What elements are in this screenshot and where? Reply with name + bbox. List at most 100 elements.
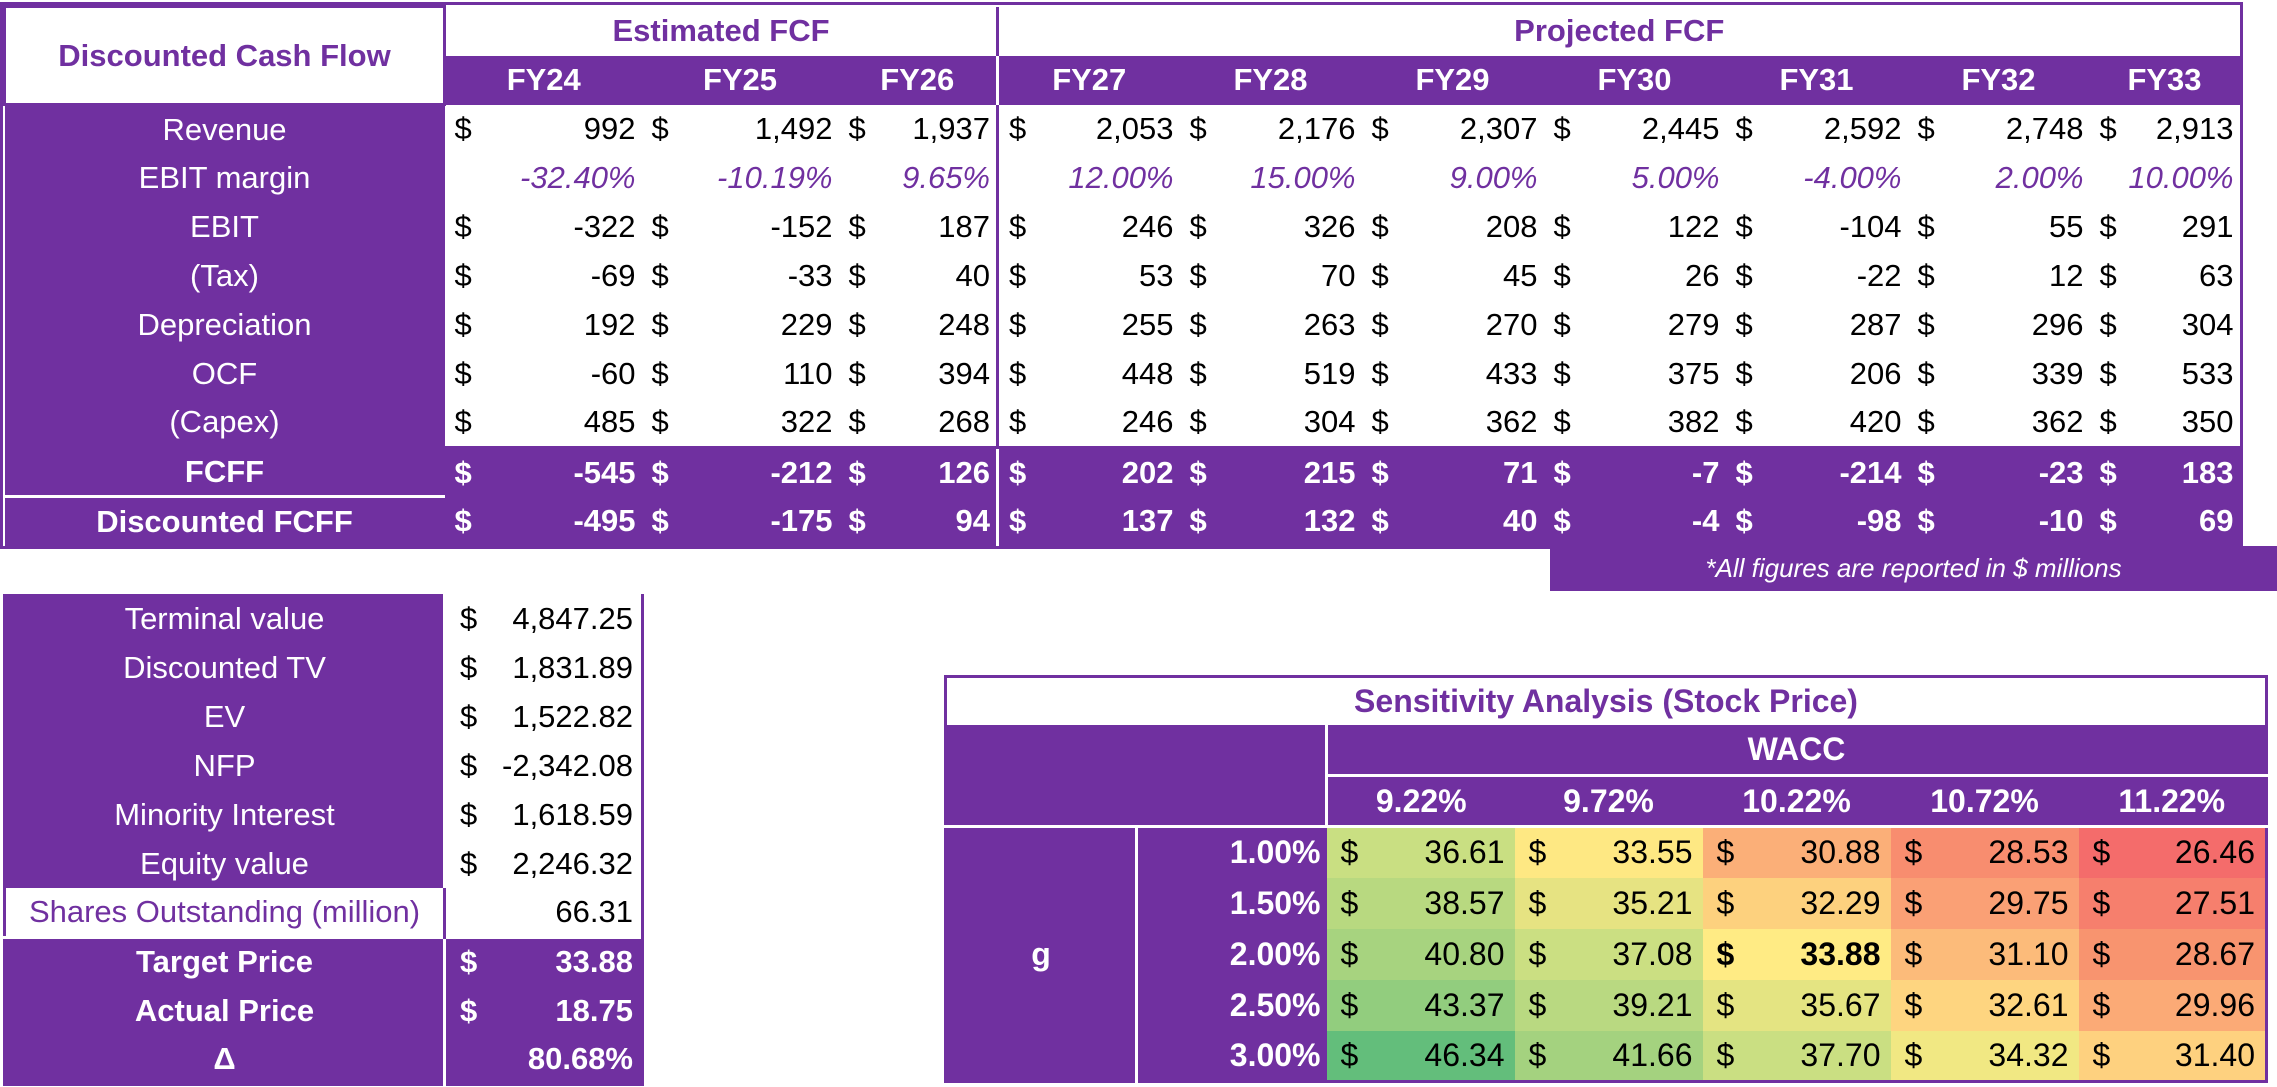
sensitivity-cell: $33.55 — [1514, 825, 1703, 878]
sensitivity-cell: $33.88 — [1702, 928, 1891, 980]
price-value: 29.75 — [1988, 884, 2069, 921]
cell-value: 287 — [1849, 307, 1902, 342]
valuation-label: Actual Price — [4, 986, 446, 1035]
cell-value: 122 — [1667, 209, 1720, 244]
valuation-label: Equity value — [4, 839, 446, 888]
currency-sign: $ — [460, 944, 478, 980]
currency-sign: $ — [1904, 986, 1923, 1023]
currency-sign: $ — [1371, 111, 1389, 146]
wacc-header-2: 10.22% — [1702, 774, 1891, 827]
valuation-label: Minority Interest — [4, 790, 446, 839]
cell-value: 70 — [1321, 258, 1356, 293]
sensitivity-cell: $35.67 — [1702, 979, 1891, 1031]
dcf-row-depreciation: Depreciation $192 $229 $248 $255 $263 $270 $279… — [4, 300, 2240, 350]
valuation-number: 4,847.25 — [512, 600, 633, 636]
row-label: Depreciation — [4, 300, 445, 350]
cell-value: 187 — [938, 209, 990, 244]
price-value: 26.46 — [2174, 834, 2255, 871]
currency-sign: $ — [1528, 884, 1547, 921]
currency-sign: $ — [454, 356, 472, 391]
sensitivity-corner — [945, 724, 1328, 827]
pct-value: 12.00% — [996, 153, 1180, 203]
currency-sign: $ — [1340, 986, 1359, 1023]
currency-sign: $ — [1553, 356, 1571, 391]
currency-sign: $ — [1189, 356, 1207, 391]
price-value: 29.96 — [2174, 986, 2255, 1023]
currency-sign: $ — [1371, 404, 1389, 440]
valuation-number: 66.31 — [555, 893, 633, 929]
currency-sign: $ — [1917, 258, 1935, 293]
dcf-row-ocf: OCF $ -60 $110 $394 $448 $519 $433 $375 $206 $339 $… — [4, 349, 2240, 399]
currency-sign: $ — [460, 796, 478, 832]
cell-value: 394 — [938, 356, 990, 391]
row-label: EBIT — [4, 202, 445, 252]
cell-value: 126 — [882, 446, 998, 497]
valuation-value: 80.68% — [444, 1035, 644, 1084]
price-value: 39.21 — [1612, 986, 1693, 1023]
cell-value: -23 — [1951, 446, 2090, 497]
row-label: FCFF — [4, 446, 445, 497]
g-rate: 1.00% — [1136, 825, 1327, 878]
sensitivity-cell: $46.34 — [1326, 1030, 1515, 1082]
currency-sign: $ — [1735, 111, 1753, 146]
valuation-row-2: EV $1,522.82 — [4, 692, 644, 741]
sensitivity-cell: $37.08 — [1514, 928, 1703, 980]
currency-sign: $ — [2092, 1036, 2111, 1073]
currency-sign: $ — [848, 111, 866, 146]
currency-sign: $ — [460, 845, 478, 881]
sensitivity-cell: $32.61 — [1890, 979, 2079, 1031]
g-rate: 2.00% — [1136, 928, 1327, 980]
cell-value: 229 — [780, 307, 833, 342]
cell-value: 12 — [2049, 258, 2084, 293]
currency-sign: $ — [1553, 209, 1571, 244]
cell-value: -10 — [1951, 496, 2090, 546]
sensitivity-cell: $28.53 — [1890, 825, 2079, 878]
pct-value: 15.00% — [1250, 160, 1356, 195]
valuation-value: $1,831.89 — [444, 643, 644, 692]
currency-sign: $ — [1189, 404, 1207, 440]
cell-value: 2,592 — [1823, 111, 1902, 146]
pct-value: 9.65% — [902, 160, 990, 195]
currency-sign: $ — [1735, 356, 1753, 391]
cell-value: 2,307 — [1459, 111, 1538, 146]
sensitivity-cell: $27.51 — [2078, 877, 2267, 929]
cell-value: 375 — [1667, 356, 1720, 391]
cell-value: -214 — [1769, 446, 1908, 497]
cell-value: 296 — [2031, 307, 2084, 342]
currency-sign: $ — [2089, 496, 2134, 546]
year-header-fy31: FY31 — [1725, 55, 1908, 105]
currency-sign: $ — [651, 307, 669, 342]
sensitivity-cell: $26.46 — [2078, 825, 2267, 878]
cell-value: 246 — [1121, 404, 1174, 440]
currency-sign: $ — [444, 446, 489, 497]
dcf-row-fcff: FCFF $ -545 $ -212 $126 $202 $215 $71 $ -7 $ -214 $ -2… — [4, 446, 2240, 497]
cell-value: 533 — [2181, 356, 2234, 391]
g-rate: 3.00% — [1136, 1030, 1327, 1082]
cell-value: -60 — [590, 356, 636, 391]
cell-value: 183 — [2133, 446, 2240, 497]
cell-value: 2,053 — [1095, 111, 1174, 146]
cell-value: 1,492 — [754, 111, 833, 146]
currency-sign: $ — [2099, 209, 2117, 244]
cell-value: 362 — [1485, 404, 1538, 440]
currency-sign: $ — [1735, 404, 1753, 440]
year-header-fy33: FY33 — [2089, 55, 2240, 105]
currency-sign: $ — [2092, 986, 2111, 1023]
dcf-row-discounted-fcff: Discounted FCFF $ -495 $ -175 $94 $137 $132 $40 $… — [4, 495, 2240, 546]
currency-sign: $ — [1189, 307, 1207, 342]
currency-sign: $ — [460, 600, 478, 636]
price-value: 37.70 — [1800, 1036, 1881, 1073]
cell-value: 255 — [1121, 307, 1174, 342]
valuation-row-4: Minority Interest $1,618.59 — [4, 790, 644, 839]
cell-value: -495 — [488, 496, 642, 546]
cell-value: 304 — [1303, 404, 1356, 440]
valuation-row-7: Target Price $33.88 — [4, 935, 644, 986]
currency-sign: $ — [1189, 111, 1207, 146]
cell-value: 263 — [1303, 307, 1356, 342]
sensitivity-cell: $36.61 — [1326, 825, 1515, 878]
currency-sign: $ — [1528, 1036, 1547, 1073]
figures-note: *All figures are reported in $ millions — [1550, 546, 2277, 591]
valuation-value: 66.31 — [444, 888, 644, 937]
cell-value: 304 — [2181, 307, 2234, 342]
currency-sign: $ — [1735, 258, 1753, 293]
